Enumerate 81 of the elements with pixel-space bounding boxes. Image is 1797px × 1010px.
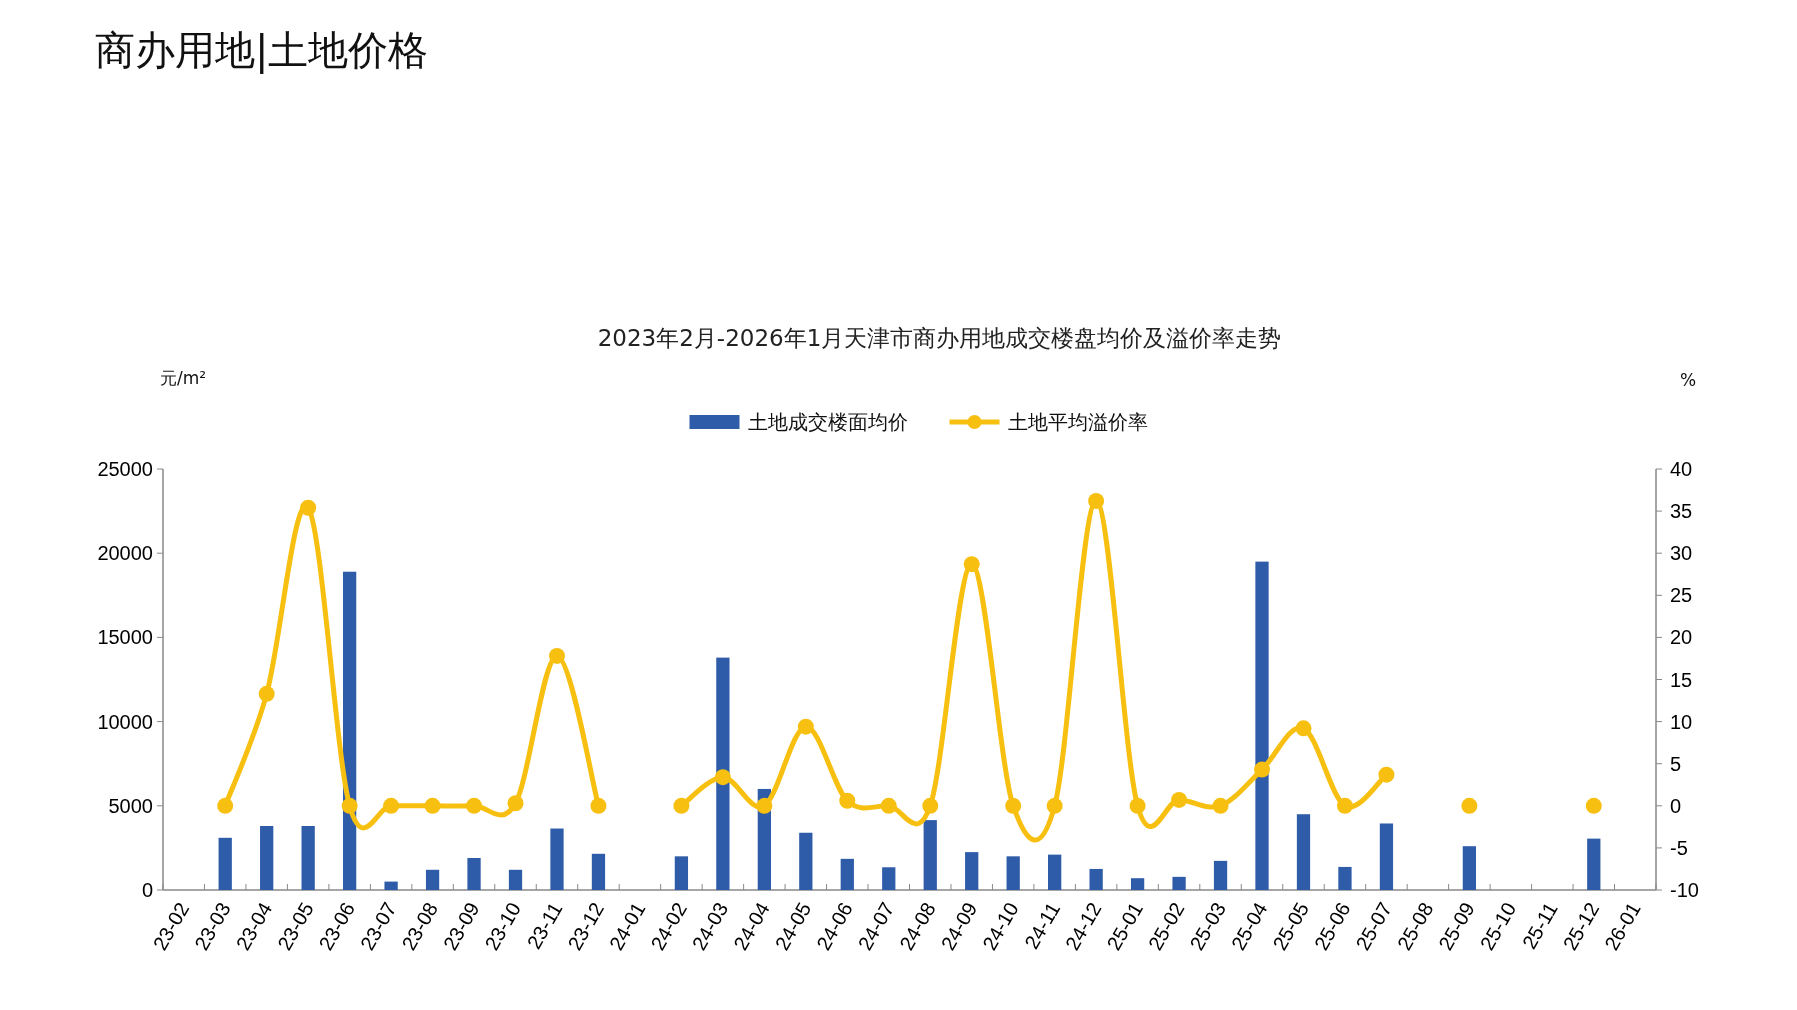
point <box>839 792 856 809</box>
bar <box>1048 854 1062 890</box>
y-tick-label: 25000 <box>97 458 153 480</box>
bar <box>882 867 896 890</box>
point <box>548 647 565 664</box>
point <box>1129 797 1146 814</box>
y2-tick-label: 25 <box>1670 584 1693 607</box>
bar <box>467 858 481 890</box>
bar <box>1462 846 1477 890</box>
bar <box>840 858 854 890</box>
point <box>424 797 441 814</box>
bar <box>965 852 979 890</box>
bar <box>508 869 523 890</box>
bar <box>1130 878 1145 890</box>
bar <box>591 853 606 890</box>
y2-tick-label: 20 <box>1670 626 1693 649</box>
bar <box>923 820 937 890</box>
point <box>1005 797 1022 814</box>
y2-tick-label: 5 <box>1670 752 1682 775</box>
y2-tick-label: 10 <box>1670 710 1693 733</box>
point <box>1171 791 1188 808</box>
point <box>922 797 939 814</box>
bar <box>1379 823 1394 890</box>
point <box>217 797 234 814</box>
point <box>258 685 275 702</box>
bar <box>1089 868 1103 890</box>
bar <box>260 826 274 890</box>
y2-tick-label: 15 <box>1670 668 1693 691</box>
y-tick-label: 20000 <box>97 542 153 565</box>
y-tick-label: 10000 <box>97 710 153 733</box>
y-axis-title: 元/m² <box>160 368 207 388</box>
y2-tick-label: 0 <box>1670 794 1682 817</box>
point <box>1212 797 1229 814</box>
chart-title: 商办用地|土地价格 <box>95 27 429 74</box>
bar <box>384 881 398 890</box>
point <box>1585 797 1602 814</box>
bar <box>1296 814 1311 890</box>
point <box>963 556 980 573</box>
bar <box>1587 838 1601 890</box>
point <box>1088 493 1105 509</box>
bar <box>1172 876 1186 890</box>
bar <box>550 828 564 890</box>
point <box>507 795 524 812</box>
y2-tick-label: 35 <box>1670 500 1693 523</box>
chart-subtitle: 2023年2月-2026年1月天津市商办用地成交楼盘均价及溢价率走势 <box>597 325 1282 351</box>
bar <box>425 869 440 890</box>
y-tick-label: 15000 <box>97 626 153 649</box>
point <box>797 718 814 735</box>
y-tick-label: 0 <box>141 879 153 901</box>
bar <box>218 837 232 890</box>
y2-axis-title: % <box>1679 370 1697 390</box>
point <box>383 797 400 814</box>
point <box>1378 766 1395 783</box>
bar <box>1213 860 1228 890</box>
point <box>341 797 358 814</box>
bar <box>674 856 689 890</box>
bar <box>1006 856 1020 890</box>
legend-label: 土地平均溢价率 <box>1007 410 1148 434</box>
point <box>1336 797 1353 814</box>
y2-tick-label: 40 <box>1670 458 1693 480</box>
point <box>756 797 773 814</box>
point <box>300 499 317 516</box>
y2-tick-label: 30 <box>1670 542 1693 565</box>
point <box>1461 797 1478 814</box>
point <box>1254 761 1271 778</box>
bar <box>301 826 315 890</box>
point <box>466 797 483 814</box>
bar <box>1255 561 1269 890</box>
bar <box>1338 866 1352 890</box>
point <box>1046 797 1063 814</box>
point <box>673 797 690 814</box>
y2-tick-label: -5 <box>1670 836 1688 859</box>
bar <box>799 832 813 890</box>
y2-tick-label: -10 <box>1670 879 1699 901</box>
legend-label: 土地成交楼面均价 <box>747 410 908 434</box>
y-tick-label: 5000 <box>108 794 153 817</box>
point <box>714 769 731 786</box>
bar <box>716 657 730 890</box>
point <box>880 797 897 814</box>
point <box>1295 720 1312 737</box>
point <box>590 797 607 814</box>
